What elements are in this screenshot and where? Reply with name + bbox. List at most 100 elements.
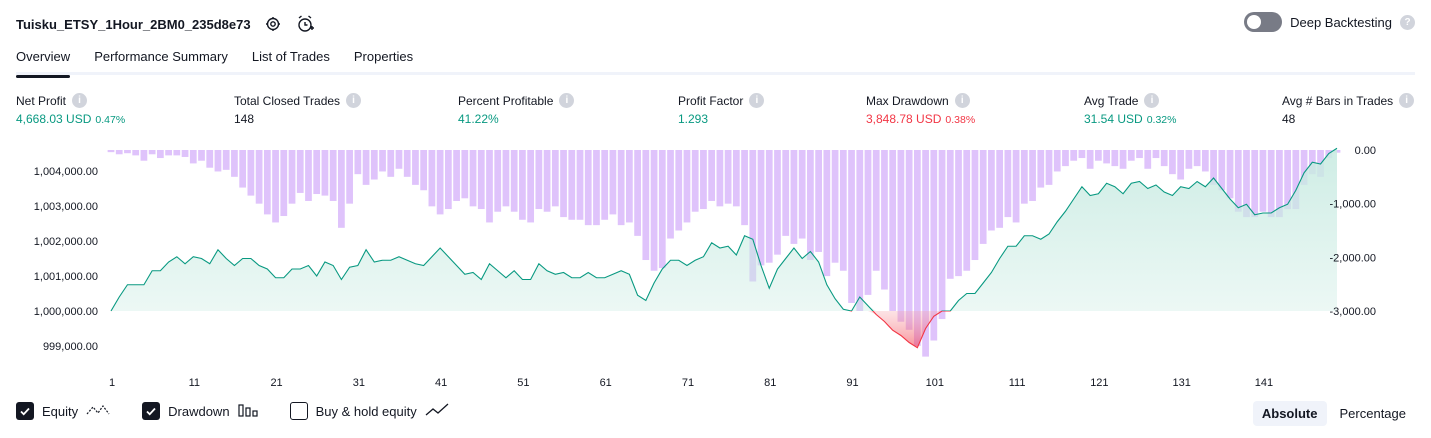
metric-label: Percent Profitable: [458, 93, 554, 108]
buy-hold-checkbox[interactable]: [289, 402, 308, 420]
equity-label: Equity: [42, 403, 79, 419]
legend-equity[interactable]: Equity: [16, 402, 110, 420]
drawdown-bar: [1210, 150, 1217, 185]
drawdown-bar: [823, 150, 831, 277]
drawdown-bar: [1243, 150, 1250, 218]
metric-value: 148: [234, 112, 255, 126]
drawdown-bar: [757, 150, 765, 266]
equity-drawdown-chart[interactable]: 1,004,000.00 1,003,000.00 1,002,000.00 1,00…: [0, 140, 1431, 390]
x-axis-tick: 141: [1255, 377, 1273, 389]
drawdown-bar: [930, 150, 938, 341]
drawdown-bar: [1012, 150, 1020, 223]
drawdown-bar: [247, 150, 255, 196]
left-axis-tick: 999,000.00: [43, 341, 98, 353]
drawdown-bar: [691, 150, 699, 212]
drawdown-bar: [897, 150, 905, 322]
help-icon[interactable]: ?: [1400, 14, 1415, 30]
drawdown-bar: [346, 150, 353, 204]
drawdown-bar: [329, 150, 337, 201]
drawdown-bar: [214, 150, 222, 172]
metric-label: Max Drawdown: [866, 93, 949, 108]
chart-legend: Equity Drawdown Buy & hold equity: [16, 402, 481, 420]
drawdown-bar: [321, 150, 329, 196]
drawdown-bar: [650, 150, 658, 271]
equity-checkbox[interactable]: [16, 402, 34, 420]
drawdown-bar: [782, 150, 790, 236]
drawdown-bar: [658, 150, 666, 269]
drawdown-bar: [864, 150, 872, 295]
drawdown-bar: [428, 150, 436, 207]
drawdown-bar: [1267, 150, 1275, 218]
buy-hold-label: Buy & hold equity: [315, 403, 417, 419]
drawdown-bar: [913, 150, 921, 346]
drawdown-bar: [905, 150, 913, 330]
drawdown-bar: [107, 150, 115, 153]
left-axis-tick: 1,003,000.00: [34, 201, 98, 213]
drawdown-bar: [848, 150, 855, 303]
gear-icon[interactable]: [263, 14, 283, 34]
tab-list-of-trades[interactable]: List of Trades: [251, 49, 330, 64]
metric-percent-profitable: Percent Profitable i 41.22%: [458, 92, 575, 126]
alarm-clock-plus-icon[interactable]: [295, 14, 315, 34]
drawdown-bar: [1276, 150, 1283, 218]
absolute-button[interactable]: Absolute: [1252, 401, 1327, 426]
drawdown-bar: [140, 150, 148, 161]
metric-value: 4,668.03 USD: [16, 112, 92, 126]
drawdown-bar: [872, 150, 880, 271]
drawdown-bar: [395, 150, 403, 169]
drawdown-bar: [988, 150, 995, 231]
drawdown-bar: [222, 150, 230, 170]
drawdown-bar: [403, 150, 411, 177]
drawdown-bar: [1284, 150, 1292, 210]
percentage-button[interactable]: Percentage: [1339, 406, 1407, 421]
metric-label: Total Closed Trades: [234, 93, 341, 108]
equity-line-icon: [86, 403, 110, 420]
drawdown-bar: [239, 150, 247, 188]
tab-performance-summary[interactable]: Performance Summary: [94, 49, 228, 64]
drawdown-bar: [436, 150, 444, 215]
drawdown-bar: [683, 150, 691, 223]
drawdown-bar: [1160, 150, 1168, 167]
info-icon[interactable]: i: [346, 93, 362, 108]
drawdown-bar: [1136, 150, 1143, 159]
legend-drawdown[interactable]: Drawdown: [142, 402, 258, 420]
drawdown-bar: [626, 150, 633, 223]
drawdown-checkbox[interactable]: [142, 402, 161, 420]
drawdown-bar: [379, 150, 386, 172]
drawdown-bar: [1070, 150, 1078, 161]
drawdown-bar: [362, 150, 370, 185]
drawdown-bar: [510, 150, 518, 212]
drawdown-bar: [568, 150, 576, 220]
left-axis-tick: 1,002,000.00: [34, 236, 98, 248]
info-icon[interactable]: i: [72, 93, 88, 108]
drawdown-bar: [601, 150, 609, 220]
metric-value: 3,848.78 USD: [866, 112, 942, 126]
legend-buy-hold[interactable]: Buy & hold equity: [289, 402, 449, 420]
drawdown-bar: [560, 150, 567, 218]
drawdown-bar: [584, 150, 592, 226]
drawdown-bar: [296, 150, 304, 193]
metric-avg-trade: Avg Trade i 31.54 USD 0.32%: [1084, 92, 1176, 126]
drawdown-bar: [1078, 150, 1086, 159]
tab-properties[interactable]: Properties: [353, 49, 414, 64]
metric-percent: 0.38%: [945, 114, 976, 126]
info-icon[interactable]: i: [1144, 93, 1160, 108]
info-icon[interactable]: i: [749, 93, 765, 108]
drawdown-bar: [1103, 150, 1110, 164]
drawdown-bar: [1185, 150, 1193, 169]
drawdown-bar: [354, 150, 362, 175]
info-icon[interactable]: i: [559, 93, 575, 108]
drawdown-bar: [1193, 150, 1201, 167]
drawdown-bar: [1037, 150, 1045, 188]
drawdown-bar: [1152, 150, 1160, 159]
drawdown-bar: [543, 150, 551, 212]
tab-overview[interactable]: Overview: [16, 44, 71, 78]
drawdown-bar: [675, 150, 683, 231]
drawdown-bar: [181, 150, 189, 157]
info-icon[interactable]: i: [1399, 93, 1415, 108]
deep-backtesting-toggle[interactable]: [1244, 12, 1283, 32]
info-icon[interactable]: i: [954, 93, 970, 108]
drawdown-bar: [1177, 150, 1185, 180]
drawdown-bar: [313, 150, 321, 195]
drawdown-bar: [617, 150, 625, 226]
